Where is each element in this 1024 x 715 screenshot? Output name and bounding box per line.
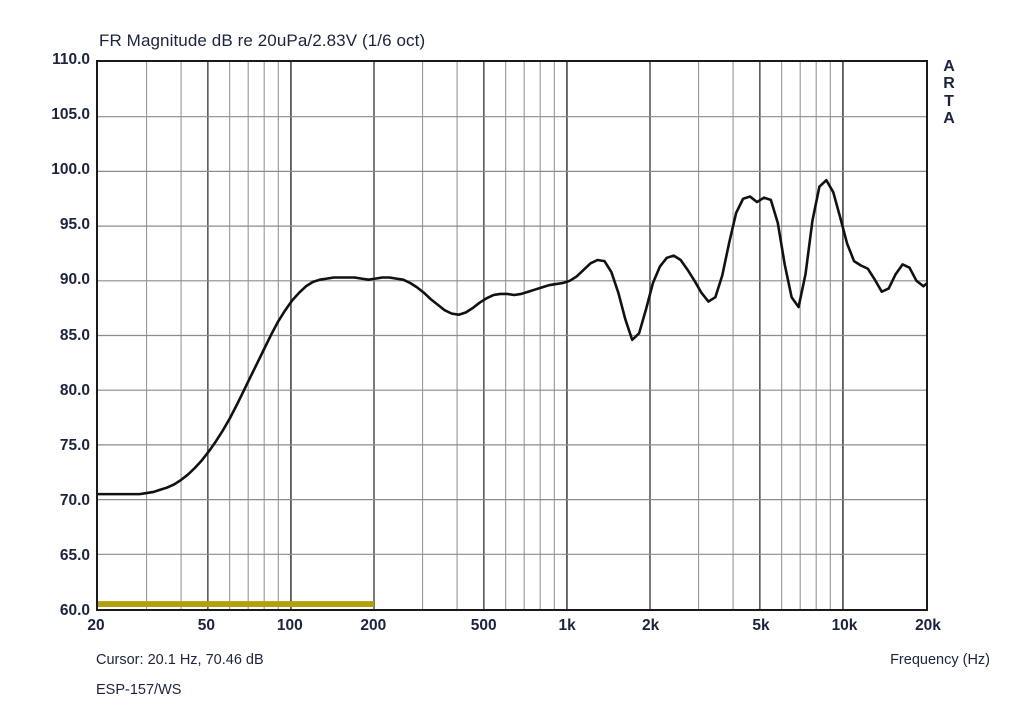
frequency-response-plot [98,62,926,609]
plot-area [96,60,928,611]
y-axis-tick-label: 100.0 [51,161,90,179]
x-axis-tick-label: 5k [752,617,770,634]
x-axis-tick-label: 20 [87,617,105,634]
x-axis-tick-label: 50 [197,617,215,634]
y-axis-tick-label: 110.0 [52,51,90,68]
y-axis-tick-label: 90.0 [59,271,90,289]
device-label: ESP-157/WS [96,682,182,698]
y-axis-tick-label: 95.0 [59,216,90,234]
y-axis-tick-label: 70.0 [59,491,90,509]
x-axis-tick-label: 100 [276,617,303,634]
y-axis-tick-label: 105.0 [51,106,90,124]
arta-letter: R [943,75,955,93]
x-axis-labels: 20 50 100 200 500 1k 2k 5k 10k 20k [0,617,1024,643]
arta-watermark: A R T A [938,58,960,127]
arta-letter: A [943,58,955,75]
y-axis-tick-label: 80.0 [59,381,90,399]
arta-letter: T [944,92,954,110]
y-axis-labels: 60.0 65.0 70.0 75.0 80.0 85.0 90.0 95.0 100.0 105… [22,0,90,715]
y-axis-tick-label: 75.0 [59,436,90,454]
x-axis-tick-label: 2k [642,617,660,634]
y-axis-tick-label: 60.0 [59,602,90,619]
x-axis-tick-label: 1k [558,617,576,634]
data-curve [98,178,926,496]
y-axis-tick-label: 65.0 [59,546,90,564]
x-axis-tick-label: 10k [831,617,858,634]
x-axis-tick-label: 20k [915,617,941,634]
chart-title: FR Magnitude dB re 20uPa/2.83V (1/6 oct) [99,31,426,50]
y-axis-tick-label: 85.0 [59,326,90,344]
cursor-readout: Cursor: 20.1 Hz, 70.46 dB [96,652,264,668]
x-axis-tick-label: 200 [360,617,387,634]
arta-letter: A [943,109,955,127]
x-axis-title: Frequency (Hz) [890,652,990,668]
x-axis-tick-label: 500 [470,617,497,634]
